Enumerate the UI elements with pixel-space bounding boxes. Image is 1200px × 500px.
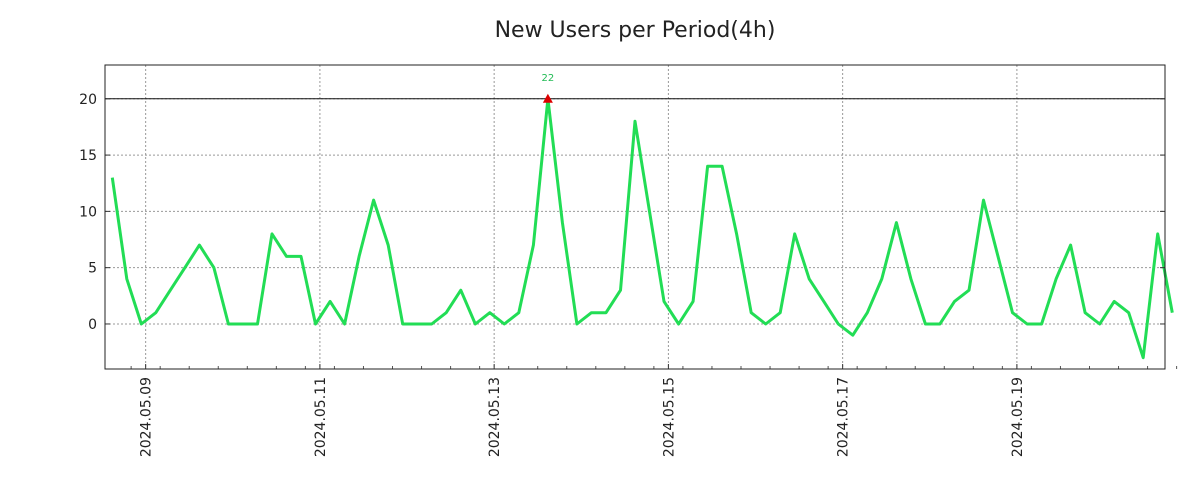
series-line	[110, 97, 1174, 360]
y-tick-label: 5	[88, 261, 97, 277]
plot-frame	[104, 64, 1166, 370]
y-tick-label: 15	[79, 148, 97, 164]
annotations: 22	[542, 73, 555, 103]
x-tick-label: 2024.05.13	[487, 377, 503, 457]
peak-label: 22	[542, 73, 555, 84]
grid	[105, 65, 1165, 369]
x-tick-label: 2024.05.09	[139, 377, 155, 457]
x-tick-label: 2024.05.17	[836, 377, 852, 457]
tick-labels: 0 5 10 15 20 2024.05.09 2024.05.11 2024.05.13 20…	[79, 92, 1026, 457]
axes	[104, 64, 1178, 370]
x-tick-label: 2024.05.11	[313, 377, 329, 457]
y-tick-label: 0	[88, 317, 97, 333]
chart-title: New Users per Period(4h)	[495, 18, 776, 43]
x-tick-label: 2024.05.19	[1010, 377, 1026, 457]
series-group	[110, 97, 1174, 360]
x-tick-label: 2024.05.15	[661, 377, 677, 457]
y-tick-label: 10	[79, 204, 97, 220]
y-tick-label: 20	[79, 92, 97, 108]
peak-marker	[542, 93, 553, 103]
